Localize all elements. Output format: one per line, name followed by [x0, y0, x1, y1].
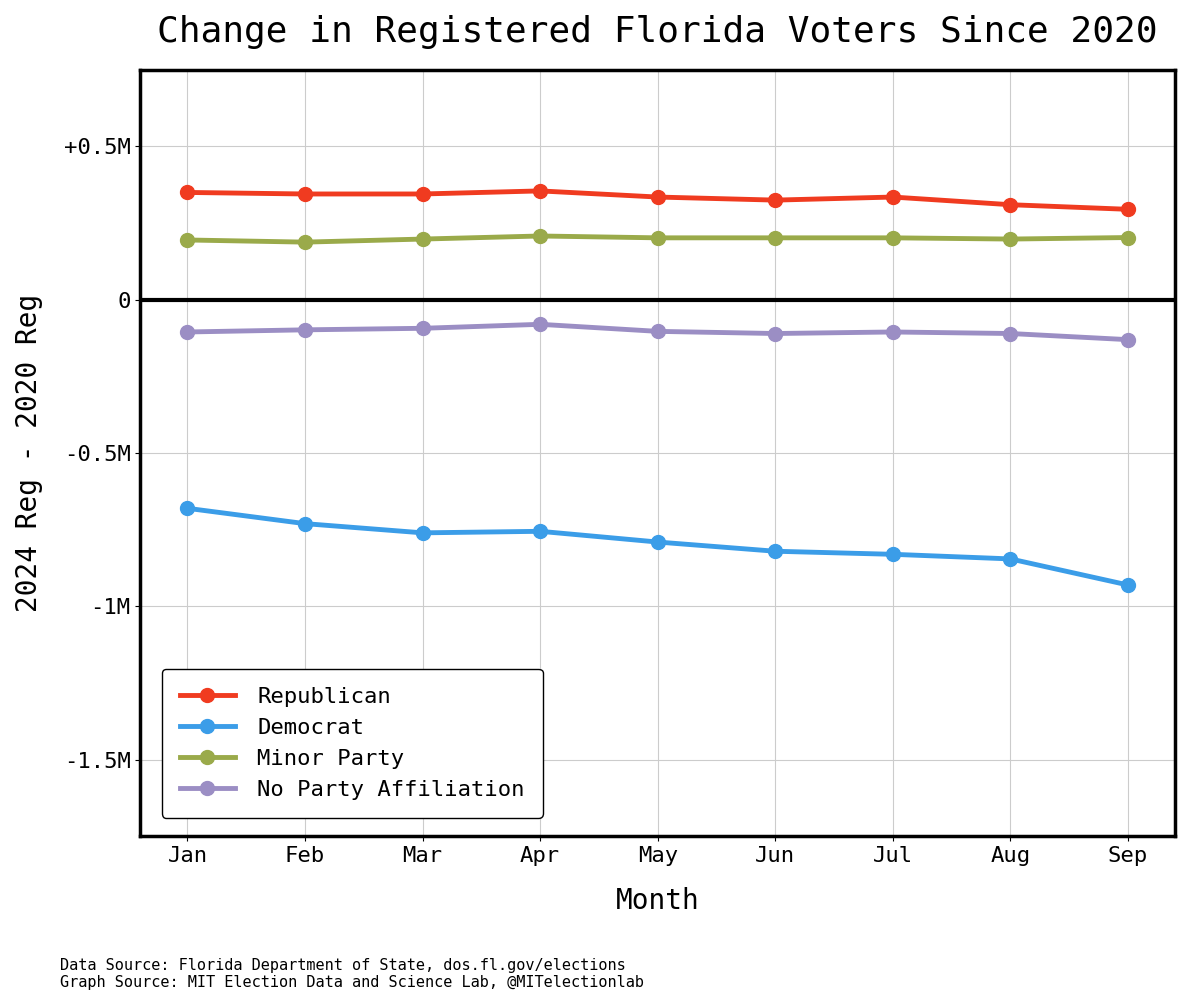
Democrat: [885, 548, 900, 560]
Line: Minor Party: Minor Party: [181, 229, 1135, 249]
Line: No Party Affiliation: No Party Affiliation: [181, 317, 1135, 347]
Minor Party: [1003, 233, 1017, 245]
Democrat: [298, 518, 312, 530]
No Party Affiliation: [651, 325, 665, 337]
Democrat: [181, 502, 195, 514]
Line: Republican: Republican: [181, 184, 1135, 216]
Republican: [885, 191, 900, 203]
No Party Affiliation: [298, 324, 312, 336]
Minor Party: [1121, 232, 1135, 244]
Y-axis label: 2024 Reg - 2020 Reg: 2024 Reg - 2020 Reg: [15, 294, 43, 612]
Line: Democrat: Democrat: [181, 501, 1135, 592]
Democrat: [1003, 553, 1017, 565]
No Party Affiliation: [768, 328, 782, 340]
Minor Party: [651, 232, 665, 244]
Republican: [415, 188, 430, 200]
Minor Party: [298, 236, 312, 248]
Title: Change in Registered Florida Voters Since 2020: Change in Registered Florida Voters Sinc…: [157, 15, 1158, 49]
X-axis label: Month: Month: [616, 887, 700, 915]
Democrat: [1121, 579, 1135, 591]
No Party Affiliation: [885, 326, 900, 338]
Republican: [1121, 203, 1135, 215]
Democrat: [533, 525, 547, 537]
No Party Affiliation: [1003, 328, 1017, 340]
No Party Affiliation: [533, 318, 547, 330]
Republican: [181, 186, 195, 198]
Minor Party: [181, 234, 195, 246]
Minor Party: [415, 233, 430, 245]
Democrat: [651, 536, 665, 548]
Republican: [768, 194, 782, 206]
Democrat: [768, 545, 782, 557]
Republican: [298, 188, 312, 200]
Legend: Republican, Democrat, Minor Party, No Party Affiliation: Republican, Democrat, Minor Party, No Pa…: [162, 669, 543, 818]
Republican: [533, 185, 547, 197]
Democrat: [415, 527, 430, 539]
No Party Affiliation: [1121, 334, 1135, 346]
Minor Party: [768, 232, 782, 244]
Minor Party: [533, 230, 547, 242]
No Party Affiliation: [181, 326, 195, 338]
Republican: [651, 191, 665, 203]
No Party Affiliation: [415, 322, 430, 334]
Republican: [1003, 199, 1017, 211]
Minor Party: [885, 232, 900, 244]
Text: Data Source: Florida Department of State, dos.fl.gov/elections
Graph Source: MIT: Data Source: Florida Department of State…: [60, 958, 644, 990]
